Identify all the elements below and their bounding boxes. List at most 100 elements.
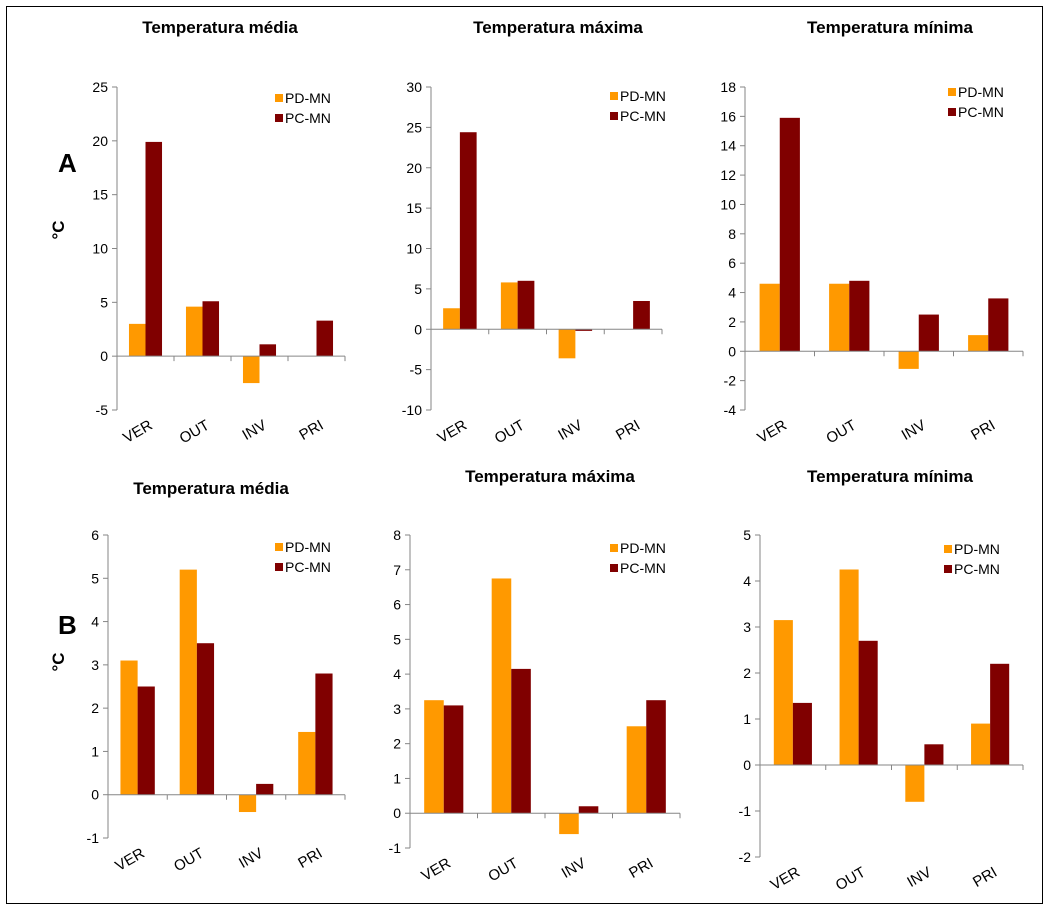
chart-6-bar-pd-mn-pri <box>971 723 991 765</box>
chart-5-legend-swatch-pc-mn <box>610 564 618 572</box>
chart-4-legend-swatch-pc-mn <box>275 563 283 571</box>
chart-2-ytick-label: 5 <box>414 281 422 297</box>
chart-5-ytick-label: 6 <box>393 597 401 613</box>
chart-1-bar-pc-mn-ver <box>145 141 163 357</box>
chart-4-bar-pd-mn-ver <box>120 660 138 795</box>
chart-4-ylabel: °C <box>49 652 68 671</box>
chart-1-category-label: VER <box>120 417 155 447</box>
chart-5-bar-pd-mn-out <box>491 578 512 814</box>
chart-5-bar-pd-mn-inv <box>559 813 579 835</box>
chart-6-bar-pc-mn-pri <box>990 663 1010 765</box>
chart-6-bar-pc-mn-ver <box>792 702 812 765</box>
chart-4-bar-pd-mn-pri <box>298 731 316 795</box>
chart-1-category-label: OUT <box>177 417 213 448</box>
chart-1-bar-pd-mn-ver <box>128 323 146 357</box>
chart-2-bar-pd-mn-inv <box>558 329 576 359</box>
chart-6-category-label: VER <box>768 864 803 894</box>
chart-2-category-label: PRI <box>613 417 643 444</box>
chart-1-title: Temperatura média <box>142 18 298 37</box>
chart-2-ytick-label: 20 <box>406 160 422 176</box>
chart-3-ytick-label: 12 <box>720 167 736 183</box>
chart-6-legend-label-pc-mn: PC-MN <box>954 561 1000 577</box>
chart-2-legend-label-pc-mn: PC-MN <box>620 108 666 124</box>
chart-1-category-label: PRI <box>296 417 326 444</box>
chart-2-bar-pc-mn-inv <box>575 329 593 331</box>
chart-3-ytick-label: 2 <box>728 314 736 330</box>
chart-5-ytick-label: 3 <box>393 701 401 717</box>
chart-1-legend-swatch-pc-mn <box>275 114 283 122</box>
chart-3-bar-pc-mn-out <box>849 280 870 352</box>
chart-6-bar-pd-mn-inv <box>905 765 925 802</box>
chart-3-bar-pc-mn-inv <box>918 314 939 352</box>
chart-4-category-label: VER <box>112 845 147 875</box>
chart-6-ytick-label: 2 <box>743 665 751 681</box>
chart-4-bar-pc-mn-inv <box>256 783 274 795</box>
chart-5-ytick-label: 5 <box>393 631 401 647</box>
chart-1-category-label: INV <box>239 417 269 444</box>
chart-1-legend-swatch-pd-mn <box>275 94 283 102</box>
chart-2-bar-pc-mn-out <box>517 280 535 330</box>
chart-5-ytick-label: 1 <box>393 770 401 786</box>
chart-3-legend-label-pc-mn: PC-MN <box>958 104 1004 120</box>
chart-5-ytick-label: 7 <box>393 562 401 578</box>
chart-5-category-label: PRI <box>626 855 656 882</box>
chart-6-ytick-label: 5 <box>743 527 751 543</box>
chart-5-bar-pc-mn-inv <box>578 806 599 814</box>
chart-2-ytick-label: -5 <box>410 362 423 378</box>
chart-6-legend-swatch-pd-mn <box>944 545 952 553</box>
chart-6-legend-swatch-pc-mn <box>944 565 952 573</box>
chart-3-bar-pd-mn-out <box>829 283 850 352</box>
chart-5-ytick-label: 2 <box>393 736 401 752</box>
chart-6-category-label: INV <box>904 864 934 891</box>
chart-2-legend-label-pd-mn: PD-MN <box>620 88 666 104</box>
chart-4-category-label: OUT <box>171 845 207 876</box>
chart-1-ytick-label: -5 <box>96 402 109 418</box>
chart-2-category-label: VER <box>435 417 470 447</box>
chart-2-bar-pc-mn-pri <box>633 300 650 330</box>
chart-4-ytick-label: 3 <box>91 657 99 673</box>
chart-5-bar-pd-mn-pri <box>626 726 647 814</box>
chart-2-ytick-label: 10 <box>406 241 422 257</box>
chart-5-category-label: OUT <box>485 855 521 886</box>
chart-4-ytick-label: 5 <box>91 570 99 586</box>
chart-2-legend-swatch-pc-mn <box>610 112 618 120</box>
chart-1-legend-label-pc-mn: PC-MN <box>285 110 331 126</box>
chart-3-ytick-label: 0 <box>728 343 736 359</box>
chart-4-ytick-label: 4 <box>91 614 99 630</box>
chart-2-title: Temperatura máxima <box>473 18 643 37</box>
chart-6-category-label: OUT <box>833 864 869 895</box>
chart-3-legend-swatch-pc-mn <box>948 108 956 116</box>
chart-6-bar-pd-mn-ver <box>773 620 793 765</box>
chart-2-bar-pd-mn-ver <box>443 308 460 330</box>
chart-3-ytick-label: 18 <box>720 79 736 95</box>
chart-6-legend-label-pd-mn: PD-MN <box>954 541 1000 557</box>
chart-1-bar-pc-mn-inv <box>259 344 277 357</box>
chart-3-ytick-label: -4 <box>724 402 737 418</box>
chart-1-legend-label-pd-mn: PD-MN <box>285 90 331 106</box>
chart-3-ytick-label: 16 <box>720 108 736 124</box>
chart-3-bar-pc-mn-ver <box>779 117 800 352</box>
chart-1-ytick-label: 15 <box>92 187 108 203</box>
chart-6-ytick-label: 1 <box>743 711 751 727</box>
chart-2-bar-pd-mn-out <box>500 282 518 330</box>
chart-3-ytick-label: 4 <box>728 285 736 301</box>
chart-3-ytick-label: 10 <box>720 196 736 212</box>
panel-label-b: B <box>58 610 77 640</box>
chart-6-bar-pc-mn-out <box>858 640 878 765</box>
chart-3-bar-pc-mn-pri <box>988 298 1009 352</box>
chart-2-bar-pc-mn-ver <box>459 132 477 330</box>
chart-1-ytick-label: 5 <box>100 294 108 310</box>
chart-4-bar-pd-mn-inv <box>238 794 257 813</box>
chart-4-bar-pd-mn-out <box>179 569 197 795</box>
chart-4-ytick-label: 2 <box>91 700 99 716</box>
chart-5-ytick-label: 4 <box>393 666 401 682</box>
chart-2-ytick-label: 0 <box>414 321 422 337</box>
chart-1-ytick-label: 25 <box>92 79 108 95</box>
chart-2-legend-swatch-pd-mn <box>610 92 618 100</box>
chart-2-ytick-label: -10 <box>402 402 422 418</box>
chart-4-category-label: PRI <box>295 845 325 872</box>
chart-6-bar-pd-mn-out <box>839 569 859 765</box>
chart-6-category-label: PRI <box>970 864 1000 891</box>
chart-2-category-label: INV <box>555 417 585 444</box>
